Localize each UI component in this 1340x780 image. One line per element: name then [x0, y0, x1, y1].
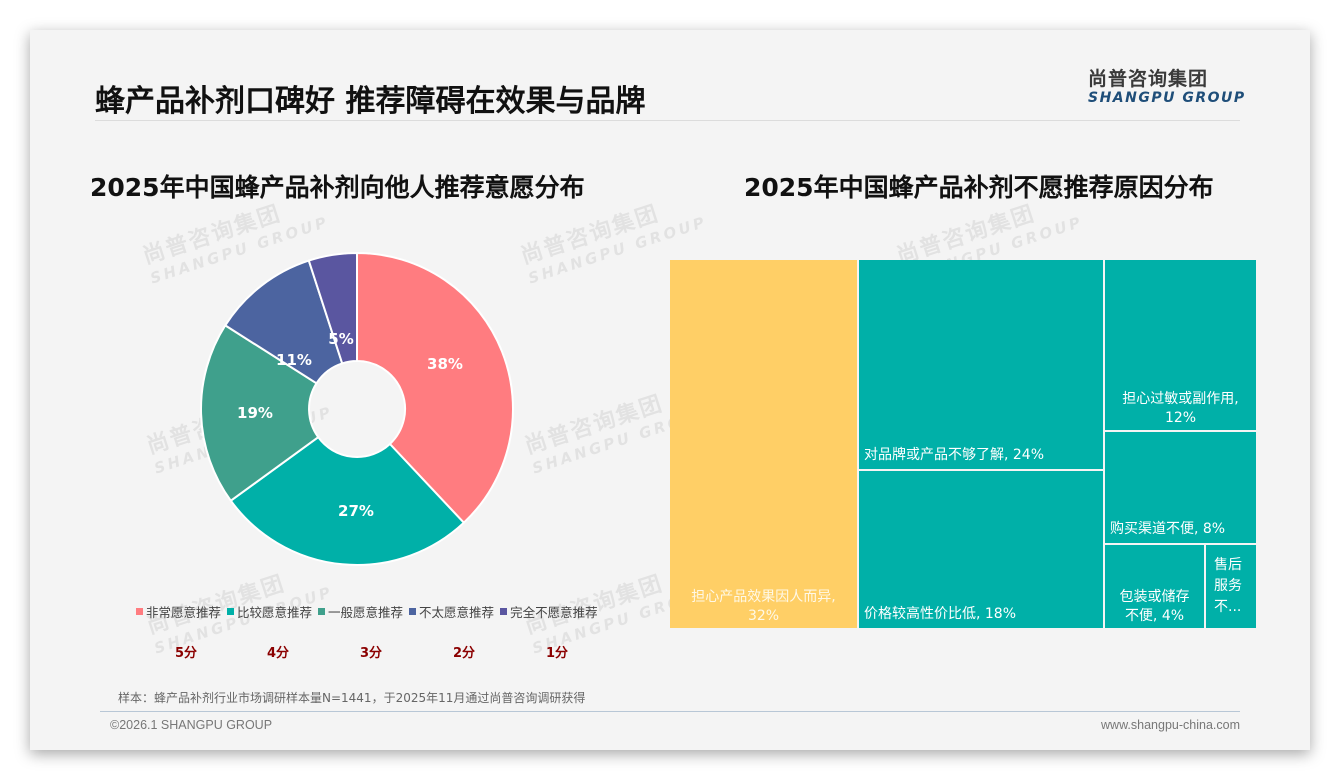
score-label: 2分	[452, 646, 476, 661]
treemap-tile-brand-unknown: 对品牌或产品不够了解, 24%	[859, 260, 1103, 469]
legend-item: 不太愿意推荐	[409, 602, 494, 621]
tile-label: 对品牌或产品不够了解, 24%	[864, 447, 1045, 463]
treemap-tile-channel-inconvenient: 购买渠道不便, 8%	[1105, 432, 1256, 543]
website-link[interactable]: www.shangpu-china.com	[1101, 718, 1240, 732]
legend-label: 非常愿意推荐	[146, 605, 222, 620]
tile-value: 不便, 4%	[1124, 608, 1185, 624]
donut-label: 5%	[328, 330, 353, 348]
legend-swatch-icon	[227, 608, 235, 615]
score-row: 5分 4分 3分 2分 1分	[30, 642, 690, 662]
tile-value: 12%	[1164, 410, 1197, 426]
legend-label: 不太愿意推荐	[419, 605, 495, 620]
tile-label: 购买渠道不便, 8%	[1110, 521, 1226, 537]
treemap-chart: 担心产品效果因人而异, 32% 对品牌或产品不够了解, 24% 价格较高性价比低…	[670, 260, 1256, 629]
legend-swatch-icon	[409, 608, 417, 615]
tile-label: 服务	[1214, 578, 1242, 594]
title-divider	[95, 120, 1240, 121]
slide: 尚普咨询集团 SHANGPU GROUP 尚普咨询集团 SHANGPU GROUP …	[30, 30, 1310, 750]
legend-label: 比较愿意推荐	[237, 605, 313, 620]
tile-label: 包装或储存	[1119, 589, 1190, 605]
legend-item: 完全不愿意推荐	[500, 602, 598, 621]
donut-slice-not-very-willing	[224, 259, 344, 385]
donut-label: 19%	[237, 404, 273, 422]
copyright-text: ©2026.1 SHANGPU GROUP	[110, 718, 273, 732]
donut-label: 38%	[427, 355, 463, 373]
tile-label: 担心产品效果因人而异,	[691, 589, 836, 605]
tile-label: 不...	[1214, 599, 1242, 615]
tile-label: 价格较高性价比低, 18%	[864, 606, 1017, 622]
logo-en-text: SHANGPU GROUP	[1088, 90, 1246, 106]
donut-slice-not-willing-at-all	[307, 252, 358, 365]
page-title: 蜂产品补剂口碑好 推荐障碍在效果与品牌	[95, 84, 646, 119]
treemap-tile-allergy-concern: 担心过敏或副作用, 12%	[1105, 260, 1256, 430]
logo-cn-text: 尚普咨询集团	[1088, 68, 1209, 90]
legend-swatch-icon	[318, 608, 326, 615]
treemap-tile-effect-varies: 担心产品效果因人而异, 32%	[670, 260, 857, 628]
donut-chart-title: 2025年中国蜂产品补剂向他人推荐意愿分布	[90, 173, 585, 202]
legend-label: 完全不愿意推荐	[510, 605, 598, 620]
donut-legend: 非常愿意推荐 比较愿意推荐 一般愿意推荐 不太愿意推荐 完全不愿意推荐	[136, 602, 598, 621]
donut-chart: 38% 27% 19% 11% 5%	[200, 252, 514, 566]
donut-label: 11%	[276, 351, 312, 369]
treemap-chart-title: 2025年中国蜂产品补剂不愿推荐原因分布	[744, 173, 1214, 202]
score-label: 5分	[174, 646, 198, 661]
score-label: 1分	[545, 646, 569, 661]
tile-label: 售后	[1214, 557, 1242, 573]
legend-label: 一般愿意推荐	[328, 605, 404, 620]
treemap-tile-price-high: 价格较高性价比低, 18%	[859, 471, 1103, 628]
donut-label: 27%	[338, 502, 374, 520]
legend-item: 一般愿意推荐	[318, 602, 403, 621]
tile-value: 32%	[747, 608, 780, 624]
legend-swatch-icon	[500, 608, 508, 615]
tile-label: 担心过敏或副作用,	[1122, 391, 1239, 407]
legend-item: 比较愿意推荐	[227, 602, 312, 621]
donut-slice-neutral	[200, 324, 320, 502]
legend-item: 非常愿意推荐	[136, 602, 221, 621]
donut-slice-fairly-willing	[229, 436, 465, 566]
source-note: 样本：蜂产品补剂行业市场调研样本量N=1441，于2025年11月通过尚普咨询调…	[118, 691, 586, 705]
score-label: 4分	[266, 646, 290, 661]
legend-swatch-icon	[136, 608, 143, 615]
treemap-tile-packaging-inconvenient: 包装或储存 不便, 4%	[1105, 545, 1204, 628]
donut-slice-very-willing	[356, 252, 514, 524]
score-label: 3分	[359, 646, 383, 661]
company-logo: 尚普咨询集团 SHANGPU GROUP	[1088, 64, 1246, 106]
treemap-tile-after-sales: 售后 服务 不...	[1206, 545, 1256, 628]
footer-divider	[100, 711, 1240, 712]
